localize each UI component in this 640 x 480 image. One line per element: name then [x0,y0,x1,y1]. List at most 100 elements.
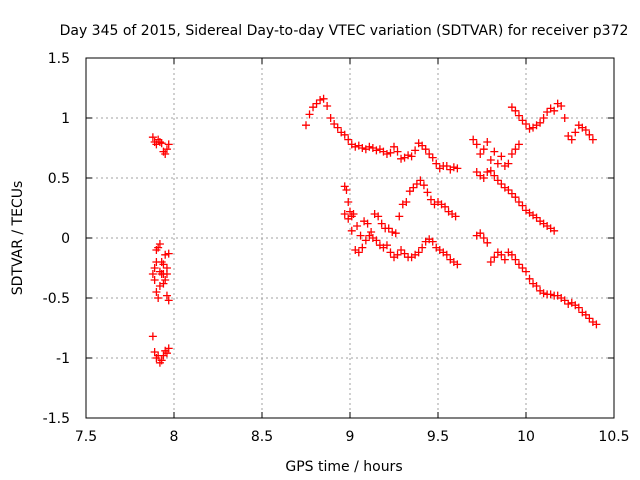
data-point [476,150,485,158]
data-point [511,255,520,264]
data-point [365,142,374,151]
data-point [340,210,349,218]
data-point [449,163,458,172]
data-point [483,168,492,176]
data-point [316,96,325,104]
data-point [574,303,583,312]
data-point [479,145,488,154]
series-cluster-8h-upper [148,133,173,158]
data-point [419,181,428,190]
data-point [356,231,365,240]
data-point [469,135,478,144]
data-point [161,250,170,259]
data-point [486,258,495,266]
data-point [571,128,580,137]
data-point [344,214,353,223]
data-point [518,264,527,272]
data-point [507,250,516,259]
data-point [326,114,335,122]
data-point [490,147,499,156]
data-point [148,270,157,278]
x-tick-label: 9 [346,429,355,445]
data-point [416,176,425,185]
data-point [414,248,423,257]
y-tick-label: -0.5 [43,291,70,307]
y-tick-label: 0 [61,231,70,247]
data-point [507,103,516,112]
data-point [402,198,411,206]
data-point [483,238,492,247]
data-point [159,260,168,269]
data-point [397,154,406,163]
data-point [405,187,414,196]
data-point [490,171,499,180]
data-point [592,320,601,329]
data-point [493,159,502,168]
data-point [442,162,451,170]
data-point [432,159,441,168]
data-point [539,289,548,298]
x-tick-label: 8 [170,429,179,445]
data-point [525,274,534,283]
data-point [358,144,367,152]
data-point [305,110,314,119]
data-point [363,219,372,228]
data-point [164,344,173,353]
data-point [567,135,576,144]
series-arc-right-upper [507,99,597,144]
data-point [532,282,541,290]
data-point [514,140,523,149]
data-point [550,106,559,115]
data-point [564,132,573,140]
data-point [164,140,173,149]
data-point [155,240,164,248]
data-point [532,213,541,222]
data-point [342,186,351,194]
data-point [588,135,597,144]
data-point [560,114,569,122]
data-point [393,250,402,259]
data-point [479,174,488,182]
data-point [493,176,502,185]
data-point [333,123,342,132]
data-point [347,226,356,235]
x-tick-label: 8.5 [251,429,273,445]
data-point [397,246,406,254]
data-point [353,222,362,230]
data-point [511,106,520,115]
data-point [511,193,520,202]
data-point [581,310,590,319]
data-point [507,150,516,158]
data-point [344,135,353,144]
data-point [157,139,166,148]
data-point [155,267,164,276]
data-point [539,114,548,122]
data-point [372,236,381,245]
data-point [425,150,434,158]
data-point [453,164,462,173]
y-tick-label: 1 [61,111,70,127]
data-point [407,152,416,161]
data-point [483,138,492,146]
data-point [546,290,555,299]
data-point [497,152,506,161]
data-point [150,264,159,272]
data-point [354,248,363,257]
data-point [412,180,421,188]
data-point [148,133,157,142]
data-point [391,229,400,238]
x-tick-label: 9.5 [427,429,449,445]
data-point [411,146,420,155]
data-point [472,168,481,176]
data-point [382,150,391,158]
data-point [409,183,418,192]
data-point [581,126,590,134]
data-point [351,142,360,151]
data-point [309,103,318,112]
data-point [367,228,376,236]
data-point [349,210,358,218]
data-point [497,180,506,188]
data-point [453,260,462,269]
data-point [377,219,386,228]
data-point [390,142,398,151]
